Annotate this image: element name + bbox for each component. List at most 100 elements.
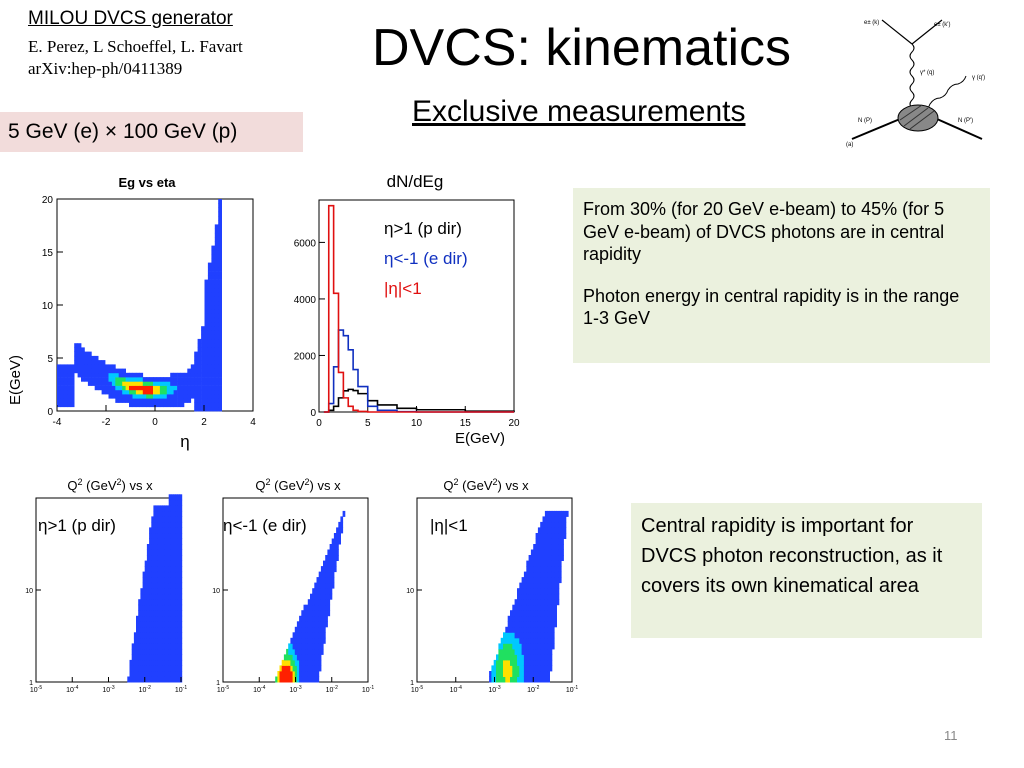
heatmap-cell xyxy=(526,637,530,644)
heatmap-cell xyxy=(175,566,178,573)
heatmap-cell xyxy=(140,615,144,622)
hadronic-blob xyxy=(897,104,939,132)
heatmap-cell xyxy=(549,510,553,517)
heatmap-cell xyxy=(129,671,133,677)
heatmap-cell xyxy=(544,621,548,628)
heatmap-cell xyxy=(544,588,548,595)
heatmap-cell xyxy=(132,372,137,378)
heatmap-cell xyxy=(503,654,506,661)
heatmap-cell xyxy=(133,648,137,655)
heatmap-cell xyxy=(151,671,154,677)
heatmap-cell xyxy=(129,676,133,683)
heatmap-cell xyxy=(528,621,532,628)
heatmap-cell xyxy=(175,671,178,677)
heatmap-cell xyxy=(108,377,113,382)
heatmap-cell xyxy=(537,588,541,595)
heatmap-cell xyxy=(537,637,541,644)
heatmap-cell xyxy=(530,555,534,561)
heatmap-cell xyxy=(166,654,170,661)
heatmap-cell xyxy=(327,549,331,556)
heatmap-cell xyxy=(327,599,331,606)
heatmap-cell xyxy=(168,527,172,534)
heatmap-cell xyxy=(323,610,326,617)
heatmap-cell xyxy=(503,676,506,683)
x-tick-label: 10-3 xyxy=(102,685,114,694)
heatmap-cell xyxy=(301,626,304,633)
heatmap-cell xyxy=(320,566,324,573)
heatmap-cell xyxy=(77,355,82,361)
heatmap-cell xyxy=(211,330,216,335)
heatmap-cell xyxy=(507,621,511,628)
heatmap-cell xyxy=(168,571,172,578)
heatmap-cell xyxy=(98,368,102,374)
heatmap-cell xyxy=(549,571,553,578)
heatmap-cell xyxy=(312,654,315,661)
heatmap-cell xyxy=(197,355,202,361)
heatmap-cell xyxy=(325,555,328,561)
heatmap-cell xyxy=(177,577,181,584)
heatmap-cell xyxy=(70,381,75,386)
heatmap-cell xyxy=(84,372,89,378)
heatmap-cell xyxy=(305,621,309,628)
heatmap-cell xyxy=(510,659,513,666)
heatmap-cell xyxy=(318,588,322,595)
heatmap-cell xyxy=(310,665,313,672)
heatmap-cell xyxy=(168,544,172,550)
heatmap-cell xyxy=(218,203,222,208)
heatmap-cell xyxy=(177,516,181,523)
heatmap-cell xyxy=(197,343,202,348)
heatmap-cell xyxy=(115,394,120,399)
heatmap-cell xyxy=(207,330,212,335)
heatmap-cell xyxy=(151,626,154,633)
heatmap-cell xyxy=(318,665,322,672)
heatmap-cell xyxy=(151,643,154,650)
heatmap-cell xyxy=(149,571,152,578)
heatmap-cell xyxy=(67,372,72,378)
heatmap-cell xyxy=(530,560,534,567)
heatmap-cell xyxy=(153,521,157,528)
heatmap-cell xyxy=(523,654,527,661)
heatmap-cell xyxy=(218,347,222,352)
heatmap-cell xyxy=(554,538,557,545)
heatmap-cell xyxy=(493,676,497,683)
heatmap-cell xyxy=(63,364,68,369)
heatmap-cell xyxy=(523,671,527,677)
heatmap-cell xyxy=(551,599,555,606)
heatmap-cell xyxy=(162,610,165,617)
heatmap-cell xyxy=(168,610,172,617)
heatmap-cell xyxy=(155,648,159,655)
heatmap-cell xyxy=(542,521,546,528)
heatmap-cell xyxy=(173,372,178,378)
heatmap-cell xyxy=(519,671,523,677)
heatmap-cell xyxy=(207,271,212,276)
heatmap-cell xyxy=(551,582,555,589)
heatmap-cell xyxy=(151,571,154,578)
heatmap-cell xyxy=(139,394,144,399)
diagram-label: γ* (q) xyxy=(920,70,934,76)
heatmap-cell xyxy=(310,610,313,617)
heatmap-cell xyxy=(505,626,509,633)
heatmap-cell xyxy=(180,377,185,382)
heatmap-cell xyxy=(91,360,96,365)
heatmap-cell xyxy=(314,676,317,683)
heatmap-cell xyxy=(540,544,543,550)
heatmap-cell xyxy=(523,593,527,600)
heatmap-cell xyxy=(526,599,530,606)
heatmap-cell xyxy=(57,385,61,391)
heatmap-cell xyxy=(542,544,546,550)
heatmap-cell xyxy=(146,566,150,573)
heatmap-cell xyxy=(323,588,326,595)
heatmap-cell xyxy=(533,654,536,661)
heatmap-cell xyxy=(214,266,219,272)
heatmap-cell xyxy=(122,377,126,382)
heatmap-cell xyxy=(521,632,525,639)
heatmap-cell xyxy=(507,637,511,644)
heatmap-cell xyxy=(318,571,322,578)
heatmap-cell xyxy=(533,610,536,617)
heatmap-cell xyxy=(204,279,209,285)
heatmap-cell xyxy=(512,648,516,655)
heatmap-cell xyxy=(157,643,161,650)
heatmap-cell xyxy=(77,372,82,378)
heatmap-cell xyxy=(547,544,550,550)
